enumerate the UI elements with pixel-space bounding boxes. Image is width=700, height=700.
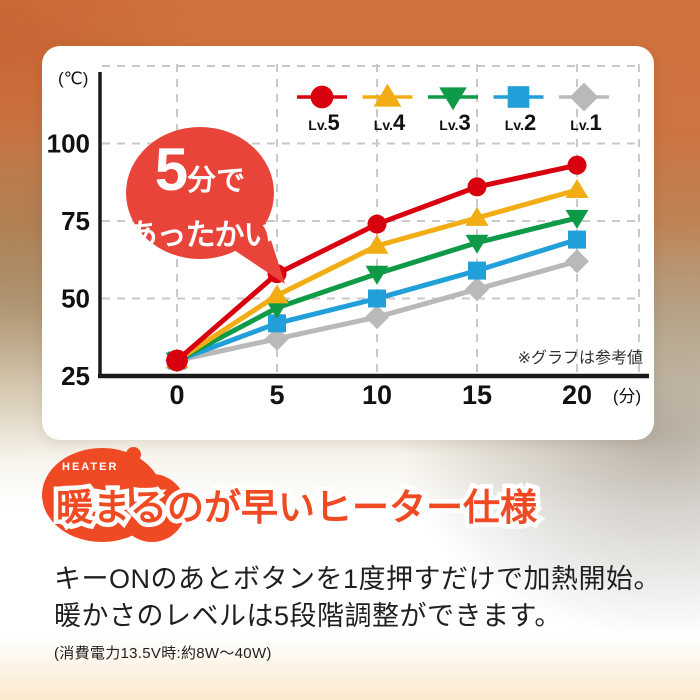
series-marker-Lv.4 xyxy=(265,284,289,304)
chart-card: 25 50 75 100 0 5 10 15 20 (℃) (分) ※グラフは参考値 Lv.5 Lv.4 L… xyxy=(42,46,654,440)
series-marker-Lv.4 xyxy=(365,234,389,254)
legend-label-Lv.5: Lv.5 xyxy=(308,110,339,135)
heading-blob-small xyxy=(118,474,186,542)
series-marker-Lv.4 xyxy=(565,179,589,198)
legend-label-Lv.1: Lv.1 xyxy=(570,110,601,135)
power-consumption-note: (消費電力13.5V時:約8W〜40W) xyxy=(54,645,272,662)
legend-marker-Lv.2 xyxy=(507,86,530,108)
heading-blob-dot xyxy=(126,447,141,462)
series-marker-Lv.3 xyxy=(565,209,589,229)
series-marker-Lv.3 xyxy=(365,265,389,285)
legend-label-Lv.3: Lv.3 xyxy=(439,110,470,135)
series-marker-Lv.1 xyxy=(465,277,489,302)
y-tick-label: 50 xyxy=(61,284,90,314)
series-marker-Lv.2 xyxy=(468,261,486,280)
heading-title-text: 暖まるのが早いヒーター仕様 xyxy=(56,487,537,528)
y-tick-label: 100 xyxy=(47,129,90,159)
x-tick-label: 5 xyxy=(269,380,284,410)
x-tick-label: 10 xyxy=(362,380,392,410)
legend-label-Lv.2: Lv.2 xyxy=(505,110,536,135)
heading-section: HEATER 暖まるのが早いヒーター仕様 暖まるのが早いヒーター仕様 xyxy=(40,444,680,559)
y-axis-unit-label: (℃) xyxy=(58,69,88,88)
legend-marker-Lv.5 xyxy=(310,85,334,109)
series-marker-Lv.2 xyxy=(368,289,386,308)
legend-marker-Lv.3 xyxy=(439,87,467,111)
chart-svg: 25 50 75 100 0 5 10 15 20 (℃) (分) ※グラフは参考値 Lv.5 Lv.4 L… xyxy=(47,64,649,410)
heater-badge: HEATER xyxy=(62,461,119,473)
series-marker-Lv.2 xyxy=(268,314,286,333)
series-marker-Lv.3 xyxy=(265,299,289,319)
series-marker-Lv.1 xyxy=(265,326,289,351)
body-line-2: 暖かさのレベルは5段階調整ができます。 xyxy=(54,601,562,631)
series-marker-Lv.4 xyxy=(465,206,489,226)
body-copy: キーONのあとボタンを1度押すだけで加熱開始。 暖かさのレベルは5段階調整ができ… xyxy=(54,561,674,663)
legend-marker-Lv.4 xyxy=(373,83,402,107)
y-tick-label: 75 xyxy=(61,206,90,236)
heading-title-outline: 暖まるのが早いヒーター仕様 xyxy=(52,482,542,532)
heading-title: 暖まるのが早いヒーター仕様 暖まるのが早いヒーター仕様 xyxy=(52,482,542,532)
series-marker-Lv.5 xyxy=(567,155,587,175)
legend-marker-Lv.1 xyxy=(569,82,599,112)
series-marker-Lv.2 xyxy=(568,230,586,249)
y-tick-label: 25 xyxy=(61,361,90,391)
series-marker-Lv.5 xyxy=(367,214,387,234)
series-marker-Lv.5 xyxy=(267,264,287,284)
x-tick-label: 15 xyxy=(462,380,492,410)
chart-note: ※グラフは参考値 xyxy=(518,349,643,367)
legend-label-Lv.4: Lv.4 xyxy=(374,110,406,135)
series-marker-Lv.5 xyxy=(166,349,188,372)
body-line-1: キーONのあとボタンを1度押すだけで加熱開始。 xyxy=(54,564,662,594)
x-tick-label: 20 xyxy=(562,380,592,410)
series-marker-Lv.1 xyxy=(565,249,589,274)
x-tick-label: 0 xyxy=(169,380,184,410)
x-axis-unit-label: (分) xyxy=(613,387,641,406)
series-marker-Lv.3 xyxy=(465,234,489,254)
series-marker-Lv.1 xyxy=(365,305,389,330)
series-marker-Lv.5 xyxy=(467,177,487,197)
